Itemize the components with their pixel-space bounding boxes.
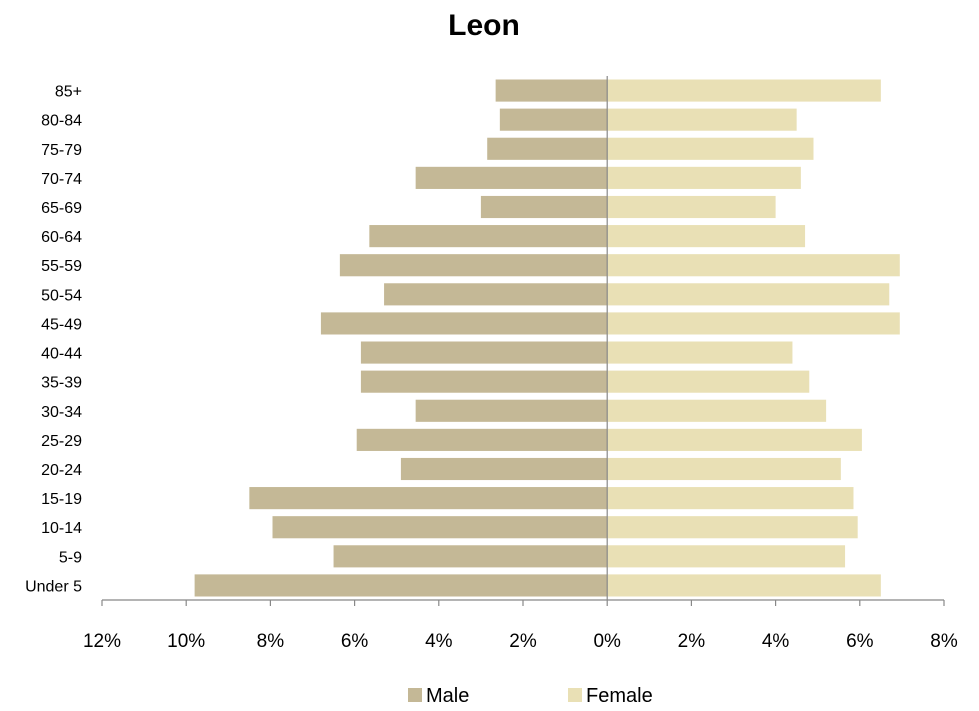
legend-label-female: Female [586, 685, 653, 707]
category-label: 20-24 [41, 462, 82, 479]
female-bar [607, 457, 841, 481]
category-labels: 85+ 80-84 75-79 70-74 65-69 60-64 55-59 50-54 45… [25, 84, 82, 596]
male-bar [194, 574, 608, 597]
x-tick-label: 8% [257, 631, 285, 652]
category-label: 45-49 [41, 316, 82, 333]
x-tick-label: 12% [83, 631, 121, 652]
chart-title: Leon [448, 9, 520, 42]
category-label: 35-39 [41, 375, 82, 392]
male-bar [360, 341, 608, 364]
category-label: 55-59 [41, 258, 82, 275]
female-bar [607, 370, 810, 393]
female-bar [607, 487, 854, 510]
category-label: 70-74 [41, 171, 82, 188]
male-bar [249, 487, 608, 510]
male-bar [369, 225, 608, 248]
male-bar [384, 283, 608, 306]
male-bar [320, 312, 608, 335]
category-label: 65-69 [41, 200, 82, 217]
category-label: 30-34 [41, 404, 82, 421]
category-label: 40-44 [41, 346, 82, 363]
male-bar [400, 457, 608, 481]
male-bar [499, 108, 608, 131]
female-bar [607, 399, 827, 422]
male-bar [333, 545, 608, 568]
female-bar [607, 283, 890, 306]
category-label: 5-9 [59, 549, 82, 566]
male-bar [415, 399, 608, 422]
female-bar [607, 574, 881, 597]
female-bar [607, 108, 797, 131]
category-label: 80-84 [41, 113, 82, 130]
legend-label-male: Male [426, 685, 469, 707]
male-bar [415, 166, 608, 189]
bars-group [194, 79, 900, 597]
x-tick-label: 6% [341, 631, 369, 652]
female-bar [607, 341, 793, 364]
female-bar [607, 545, 846, 568]
female-bar [607, 79, 881, 102]
female-bar [607, 428, 862, 451]
category-label: 50-54 [41, 287, 82, 304]
male-bar [495, 79, 608, 102]
female-bar [607, 254, 900, 277]
x-tick-label: 8% [930, 631, 958, 652]
female-bar [607, 166, 801, 189]
category-label: 25-29 [41, 433, 82, 450]
male-bar [272, 516, 608, 539]
male-bar [487, 137, 608, 160]
x-tick-label: 2% [509, 631, 537, 652]
x-tick-label: 6% [846, 631, 874, 652]
x-tick-label: 0% [593, 631, 621, 652]
female-bar [607, 225, 806, 248]
x-tick-label: 10% [167, 631, 205, 652]
category-label: 75-79 [41, 142, 82, 159]
category-label: 15-19 [41, 491, 82, 508]
male-bar [356, 428, 608, 451]
female-bar [607, 312, 900, 335]
category-label: 60-64 [41, 229, 82, 246]
legend: Male Female [408, 685, 653, 707]
category-label: 85+ [55, 84, 82, 101]
x-tick-label: 2% [678, 631, 706, 652]
female-bar [607, 195, 776, 219]
male-bar [480, 195, 608, 219]
x-axis: 12% 10% 8% 6% 4% 2% 0% 2% 4% 6% 8% [83, 76, 958, 652]
legend-swatch-male [408, 688, 422, 702]
category-label: 10-14 [41, 520, 82, 537]
female-bar [607, 516, 858, 539]
x-tick-label: 4% [425, 631, 453, 652]
legend-swatch-female [568, 688, 582, 702]
female-bar [607, 137, 814, 160]
x-tick-label: 4% [762, 631, 790, 652]
category-label: Under 5 [25, 578, 82, 595]
male-bar [339, 254, 608, 277]
male-bar [360, 370, 608, 393]
